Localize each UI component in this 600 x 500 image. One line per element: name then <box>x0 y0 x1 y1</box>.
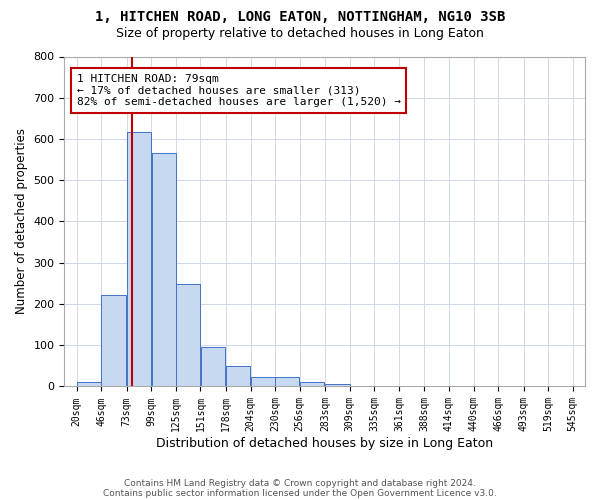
Bar <box>200 348 225 387</box>
Bar <box>101 295 125 386</box>
Text: 1 HITCHEN ROAD: 79sqm
← 17% of detached houses are smaller (313)
82% of semi-det: 1 HITCHEN ROAD: 79sqm ← 17% of detached … <box>77 74 401 107</box>
Text: Contains HM Land Registry data © Crown copyright and database right 2024.: Contains HM Land Registry data © Crown c… <box>124 478 476 488</box>
Bar <box>127 132 151 386</box>
Bar <box>275 378 299 386</box>
X-axis label: Distribution of detached houses by size in Long Eaton: Distribution of detached houses by size … <box>156 437 493 450</box>
Bar <box>300 382 324 386</box>
Y-axis label: Number of detached properties: Number of detached properties <box>15 128 28 314</box>
Text: 1, HITCHEN ROAD, LONG EATON, NOTTINGHAM, NG10 3SB: 1, HITCHEN ROAD, LONG EATON, NOTTINGHAM,… <box>95 10 505 24</box>
Text: Contains public sector information licensed under the Open Government Licence v3: Contains public sector information licen… <box>103 488 497 498</box>
Bar <box>77 382 101 386</box>
Bar <box>176 284 200 386</box>
Text: Size of property relative to detached houses in Long Eaton: Size of property relative to detached ho… <box>116 28 484 40</box>
Bar <box>226 366 250 386</box>
Bar <box>152 154 176 386</box>
Bar <box>251 378 275 386</box>
Bar <box>325 384 350 386</box>
